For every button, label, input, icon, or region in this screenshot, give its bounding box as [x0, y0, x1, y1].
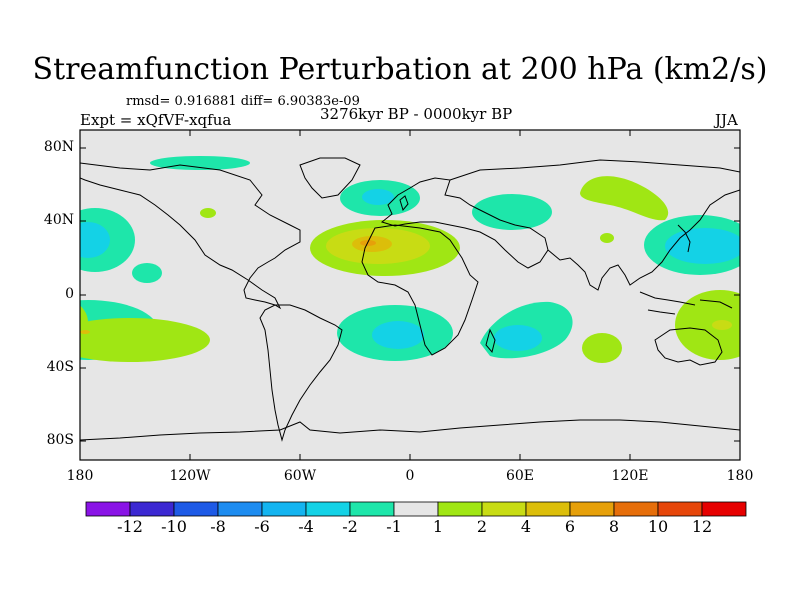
- colorbar-label: -12: [117, 517, 143, 536]
- contour-south-pacific-core: [80, 330, 90, 334]
- colorbar: [85, 501, 747, 517]
- y-tick-marks: [80, 147, 740, 442]
- colorbar-box: [569, 501, 615, 517]
- coast-madagascar: [485, 328, 496, 354]
- positive-contours: [80, 176, 740, 363]
- colorbar-box: [657, 501, 703, 517]
- colorbar-label: -4: [298, 517, 314, 536]
- coast-australia: [654, 327, 723, 366]
- x-tick-60w: 60W: [283, 468, 317, 484]
- coast-south-america: [259, 304, 343, 442]
- contour-mideast: [472, 194, 552, 230]
- colorbar-label: 2: [476, 517, 488, 536]
- colorbar-label: -10: [161, 517, 187, 536]
- coast-europe: [380, 177, 549, 269]
- colorbar-box: [261, 501, 307, 517]
- contour-south-indian: [582, 333, 622, 363]
- colorbar-label: -8: [210, 517, 226, 536]
- y-tick-0: 0: [65, 286, 74, 302]
- colorbar-label: -1: [386, 517, 402, 536]
- season-label: JJA: [715, 111, 738, 129]
- colorbar-label: 8: [608, 517, 620, 536]
- contour-pacific-north-core: [80, 222, 110, 258]
- colorbar-box: [173, 501, 219, 517]
- contour-small-pacific: [132, 263, 162, 283]
- contour-australia-core: [712, 320, 732, 330]
- colorbar-box: [437, 501, 483, 517]
- coast-antarctica: [80, 419, 740, 441]
- colorbar-box: [481, 501, 527, 517]
- y-tick-40s: 40S: [46, 359, 74, 375]
- colorbar-label: 12: [691, 517, 713, 536]
- rmsd-stats: rmsd= 0.916881 diff= 6.90383e-09: [126, 94, 360, 109]
- coast-japan: [677, 224, 691, 253]
- contour-australia: [675, 290, 740, 360]
- contour-west-pacific-core: [665, 228, 740, 264]
- y-tick-40n: 40N: [43, 212, 74, 228]
- x-tick-180w: 180: [66, 468, 94, 484]
- contour-indian-ocean-core: [494, 325, 542, 351]
- colorbar-box: [393, 501, 439, 517]
- chart-title: Streamfunction Perturbation at 200 hPa (…: [32, 52, 768, 87]
- x-tick-120e: 120E: [611, 468, 649, 484]
- colorbar-box: [701, 501, 747, 517]
- x-tick-marks: [79, 130, 741, 460]
- contour-south-pacific-east: [80, 318, 210, 362]
- contour-central-asia: [580, 176, 669, 221]
- colorbar-box: [525, 501, 571, 517]
- coast-greenland: [299, 157, 361, 199]
- time-period: 3276kyr BP - 0000kyr BP: [320, 105, 513, 123]
- colorbar-label: 10: [647, 517, 669, 536]
- experiment-label: Expt = xQfVF-xqfua: [80, 111, 232, 129]
- coast-uk: [399, 195, 409, 212]
- contour-small-europe: [200, 208, 216, 218]
- contour-atlantic-north-core: [362, 189, 394, 205]
- x-tick-180e: 180: [726, 468, 754, 484]
- colorbar-box: [129, 501, 175, 517]
- x-tick-60e: 60E: [505, 468, 535, 484]
- colorbar-label: 6: [564, 517, 576, 536]
- x-tick-120w: 120W: [169, 468, 211, 484]
- coastlines: [80, 157, 740, 442]
- y-tick-80n: 80N: [43, 139, 74, 155]
- coast-asia: [449, 159, 740, 291]
- colorbar-box: [305, 501, 351, 517]
- colorbar-box: [613, 501, 659, 517]
- colorbar-label: -6: [254, 517, 270, 536]
- coast-indonesia: [639, 291, 733, 315]
- coast-africa: [361, 224, 479, 356]
- colorbar-label: 4: [520, 517, 532, 536]
- contour-arctic-strip: [150, 156, 250, 170]
- x-tick-0: 0: [405, 468, 415, 484]
- contour-south-atlantic-core: [372, 321, 424, 349]
- colorbar-box: [85, 501, 131, 517]
- y-tick-80s: 80S: [46, 432, 74, 448]
- colorbar-label: -2: [342, 517, 358, 536]
- contour-south-china: [600, 233, 614, 243]
- colorbar-label: 1: [432, 517, 444, 536]
- colorbar-box: [217, 501, 263, 517]
- colorbar-box: [349, 501, 395, 517]
- coast-north-america: [80, 162, 301, 310]
